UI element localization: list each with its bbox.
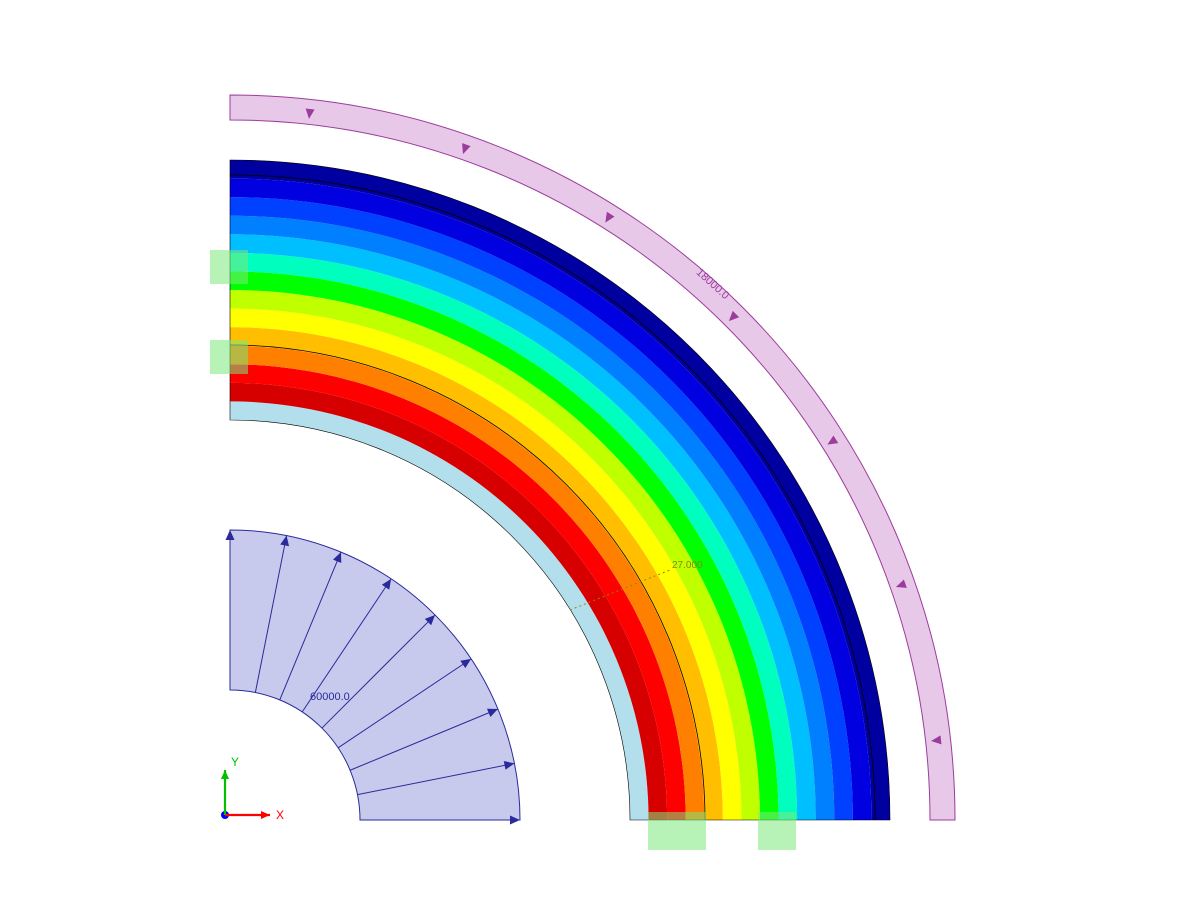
arrowhead — [221, 770, 229, 779]
bc-marker — [210, 340, 248, 374]
inner-load: 60000.0 — [226, 530, 521, 825]
bc-marker — [648, 812, 706, 850]
axis-x-label: X — [276, 808, 284, 822]
inner-load-label: 60000.0 — [310, 691, 350, 703]
bc-marker — [758, 812, 796, 850]
arrowhead — [261, 811, 270, 819]
bc-marker — [210, 250, 248, 284]
axis-y-label: Y — [231, 755, 239, 769]
axis-triad: XY — [221, 755, 284, 822]
dimension-label: 27.000 — [672, 560, 703, 571]
